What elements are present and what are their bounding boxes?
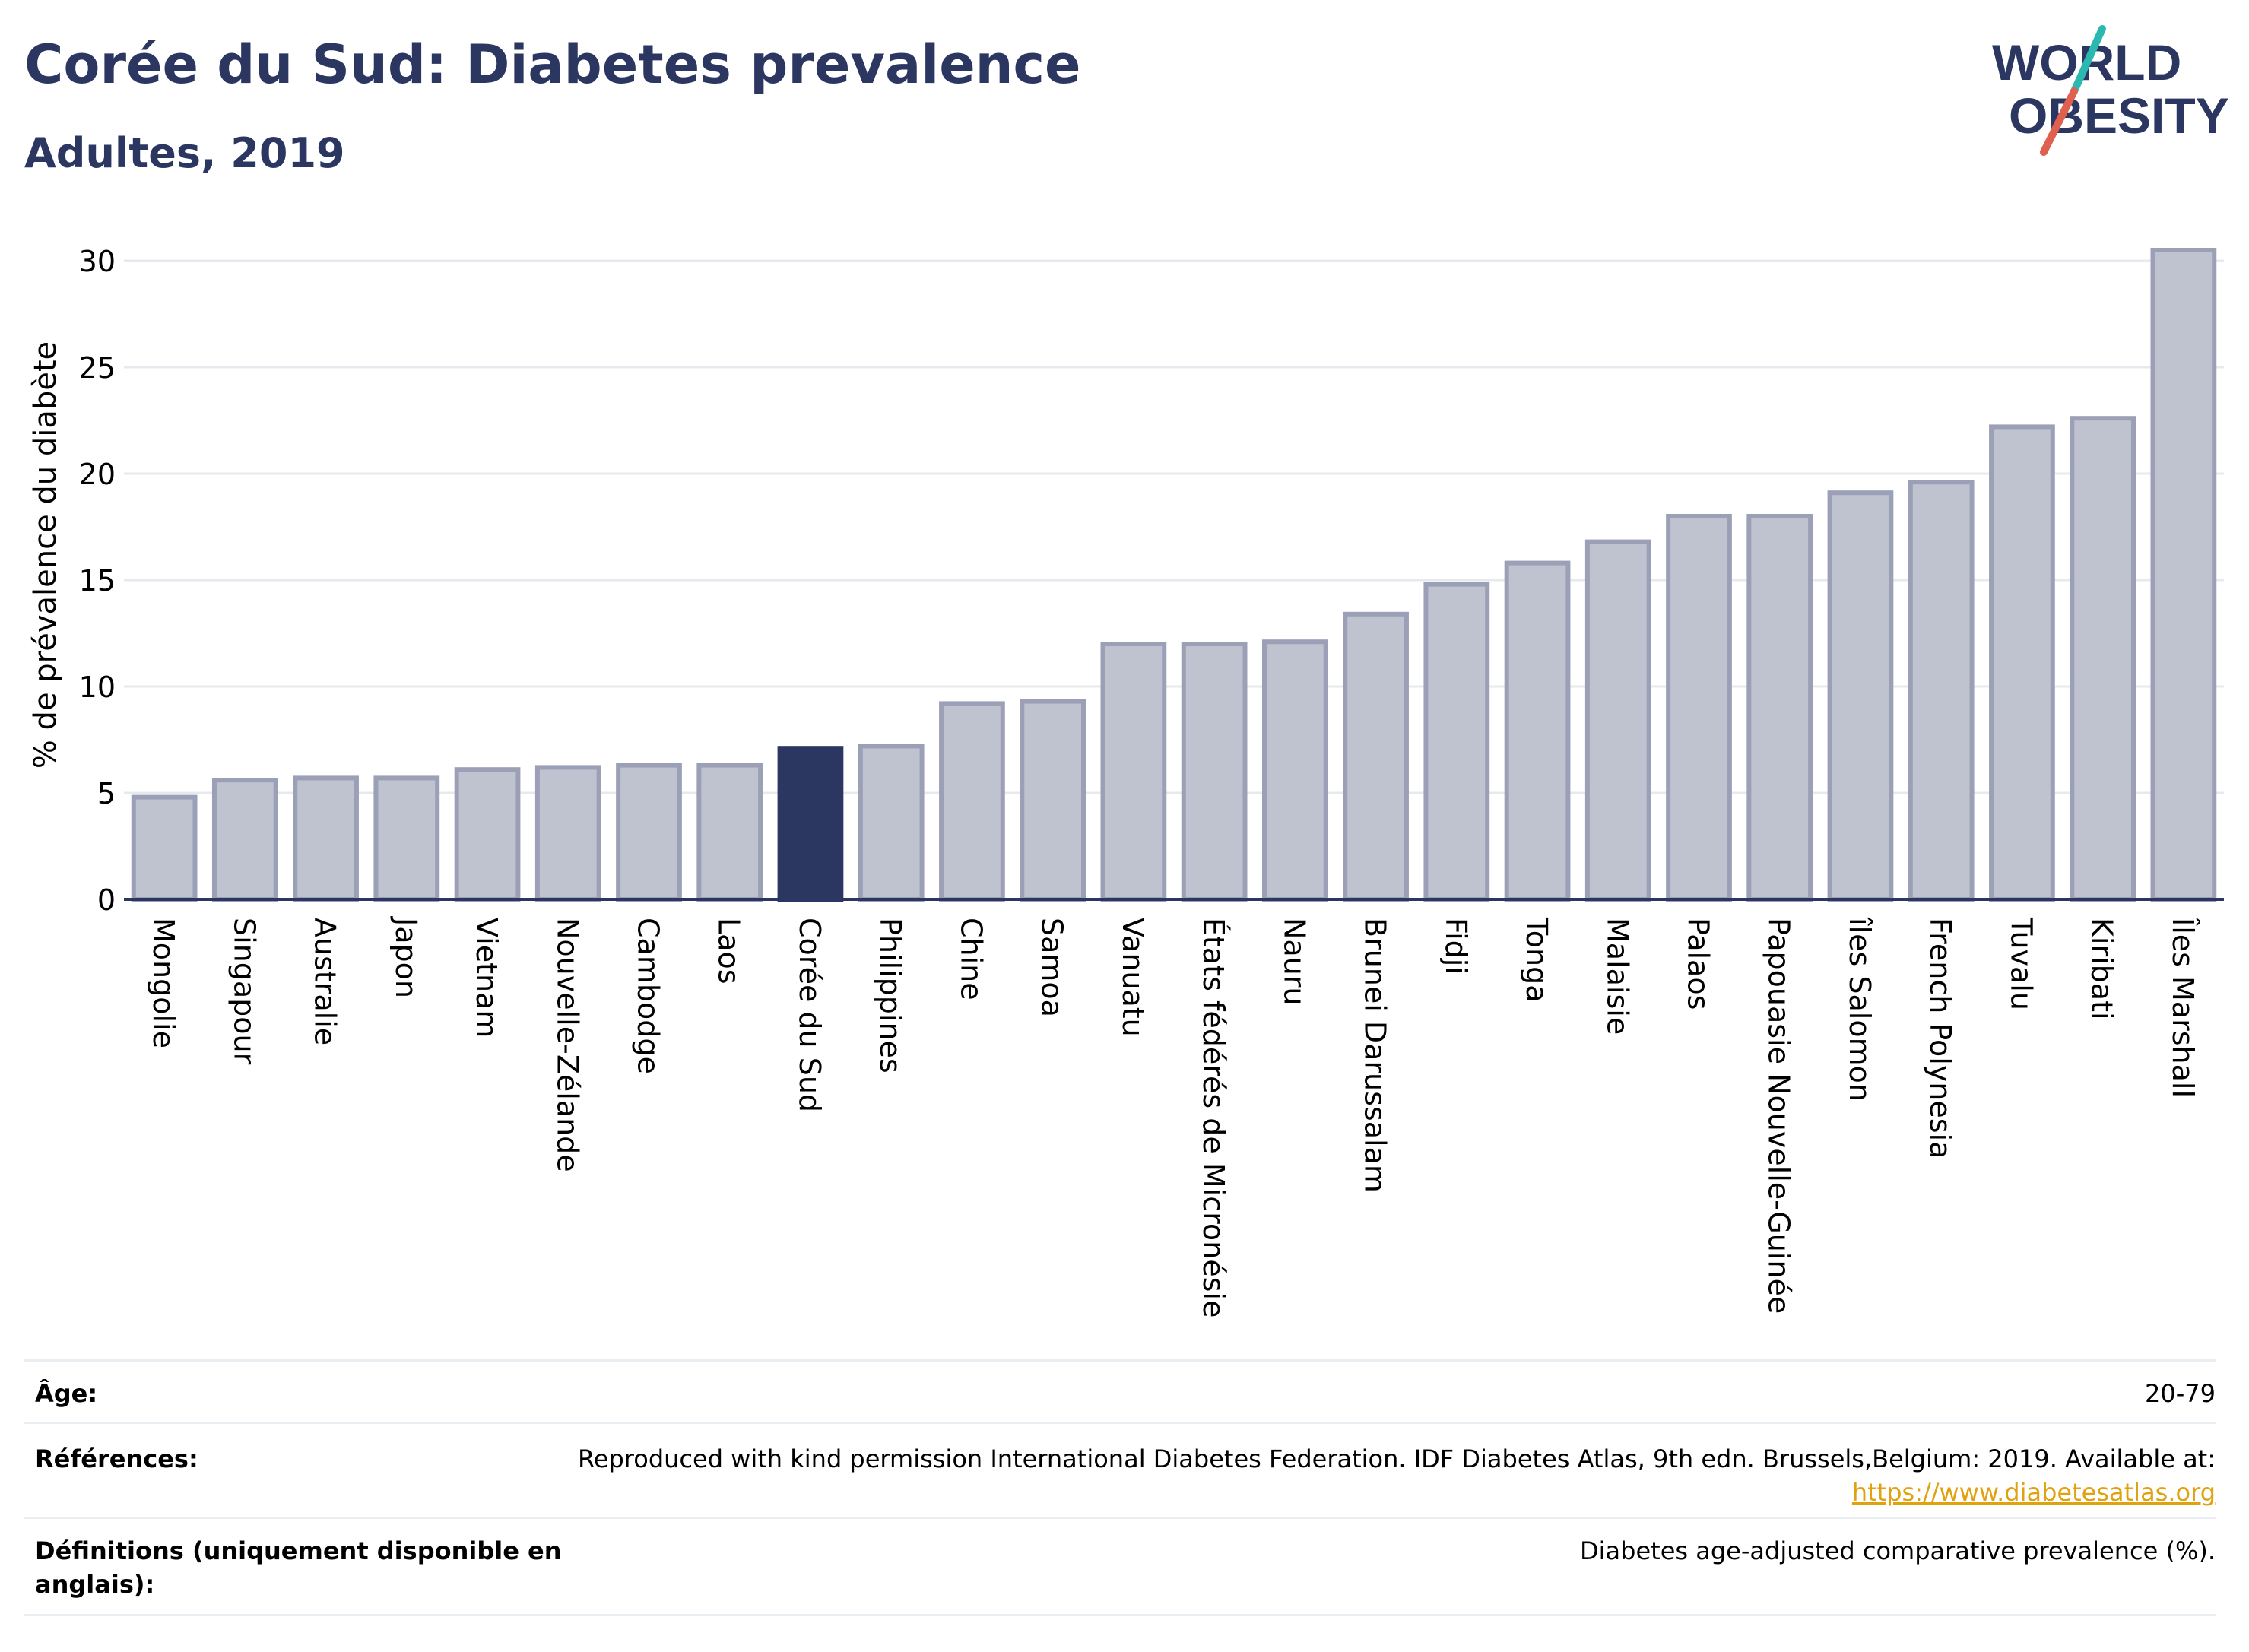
definitions-label-line2: anglais): bbox=[35, 1570, 155, 1599]
x-tick-label: Cambodge bbox=[632, 918, 665, 1074]
x-tick-label: Corée du Sud bbox=[793, 918, 826, 1112]
definitions-label: Définitions (uniquement disponible en an… bbox=[35, 1534, 562, 1601]
bar bbox=[1989, 424, 2055, 902]
x-tick-label: Palaos bbox=[1682, 918, 1715, 1010]
bar bbox=[1504, 560, 1571, 902]
y-tick-label: 5 bbox=[97, 777, 116, 810]
bar bbox=[293, 775, 359, 902]
x-tick-label: Nouvelle-Zélande bbox=[550, 918, 584, 1172]
logo-slash-red bbox=[2040, 87, 2078, 156]
y-tick-label: 20 bbox=[79, 458, 116, 491]
bar bbox=[858, 744, 925, 902]
x-tick-label: French Polynesia bbox=[1924, 918, 1957, 1159]
x-tick-label: Samoa bbox=[1036, 918, 1069, 1017]
bar bbox=[131, 794, 198, 902]
definitions-value: Diabetes age-adjusted comparative preval… bbox=[1580, 1536, 2216, 1565]
references-label: Références: bbox=[35, 1444, 198, 1473]
references-link[interactable]: https://www.diabetesatlas.org bbox=[1851, 1478, 2216, 1507]
world-obesity-logo: WORLD OBESITY bbox=[1992, 25, 2229, 156]
bar bbox=[1908, 480, 1975, 902]
x-tick-label: Brunei Darussalam bbox=[1359, 918, 1392, 1193]
bar bbox=[1666, 514, 1732, 902]
meta-row-references: Références: Reproduced with kind permiss… bbox=[24, 1422, 2216, 1519]
age-label: Âge: bbox=[35, 1379, 98, 1408]
x-tick-label: Laos bbox=[712, 918, 746, 985]
bar bbox=[373, 775, 440, 902]
y-tick-label: 25 bbox=[79, 351, 116, 385]
x-tick-label: Mongolie bbox=[147, 918, 180, 1048]
logo-line2: OBESITY bbox=[2009, 87, 2229, 144]
age-value: 20-79 bbox=[2145, 1379, 2216, 1408]
x-tick-label: Tuvalu bbox=[2004, 917, 2038, 1010]
y-tick-label: 10 bbox=[79, 671, 116, 704]
bar bbox=[2070, 416, 2136, 902]
x-tick-label: Vanuatu bbox=[1116, 918, 1150, 1037]
x-tick-label: États fédérés de Micronésie bbox=[1197, 918, 1230, 1317]
y-tick-label: 0 bbox=[97, 883, 116, 917]
x-tick-label: Australie bbox=[309, 918, 342, 1045]
bar bbox=[2150, 248, 2217, 902]
bar bbox=[696, 763, 763, 902]
x-tick-label: Vietnam bbox=[470, 918, 503, 1038]
chart-title: Corée du Sud: Diabetes prevalence bbox=[24, 33, 1081, 96]
bar bbox=[616, 763, 682, 902]
bar bbox=[454, 767, 521, 902]
references-text: Reproduced with kind permission Internat… bbox=[578, 1442, 2216, 1509]
x-tick-label: Japon bbox=[389, 916, 423, 998]
bar bbox=[1343, 611, 1409, 902]
x-tick-label: Singapour bbox=[227, 918, 261, 1065]
bar-chart: 0 5 10 15 20 25 30 Mongolie Singapour Australie Ja… bbox=[79, 245, 2224, 1317]
bar bbox=[1827, 490, 1894, 902]
bar bbox=[1584, 539, 1651, 902]
x-tick-label: Fidji bbox=[1439, 918, 1473, 975]
x-tick-label: Tonga bbox=[1520, 917, 1553, 1003]
bar bbox=[211, 778, 278, 902]
meta-row-age: Âge: 20-79 bbox=[24, 1359, 2216, 1424]
x-tick-label: Îles Marshall bbox=[2166, 917, 2200, 1098]
bar bbox=[1181, 642, 1248, 902]
bar bbox=[1423, 582, 1490, 902]
references-citation: Reproduced with kind permission Internat… bbox=[577, 1444, 2216, 1473]
y-tick-label: 15 bbox=[79, 564, 116, 598]
bar bbox=[1261, 639, 1328, 902]
meta-row-definitions: Définitions (uniquement disponible en an… bbox=[24, 1517, 2216, 1616]
x-tick-label: Malaisie bbox=[1600, 918, 1634, 1035]
x-tick-label: Kiribati bbox=[2086, 918, 2119, 1020]
logo-slash-teal bbox=[2070, 25, 2106, 95]
bar bbox=[777, 746, 844, 902]
x-tick-label: Chine bbox=[954, 918, 988, 1000]
definitions-label-line1: Définitions (uniquement disponible en bbox=[35, 1536, 562, 1565]
bar bbox=[1100, 642, 1167, 902]
bar bbox=[939, 701, 1005, 902]
x-tick-label: Philippines bbox=[874, 918, 907, 1073]
x-tick-label: Nauru bbox=[1277, 918, 1311, 1006]
x-tick-label: Papouasie Nouvelle-Guinée bbox=[1762, 918, 1796, 1314]
y-tick-label: 30 bbox=[79, 245, 116, 278]
bar bbox=[1020, 699, 1086, 902]
chart-subtitle: Adultes, 2019 bbox=[24, 129, 345, 177]
bar bbox=[1746, 514, 1813, 902]
x-tick-label: îles Salomon bbox=[1843, 917, 1876, 1102]
bar bbox=[534, 765, 601, 902]
